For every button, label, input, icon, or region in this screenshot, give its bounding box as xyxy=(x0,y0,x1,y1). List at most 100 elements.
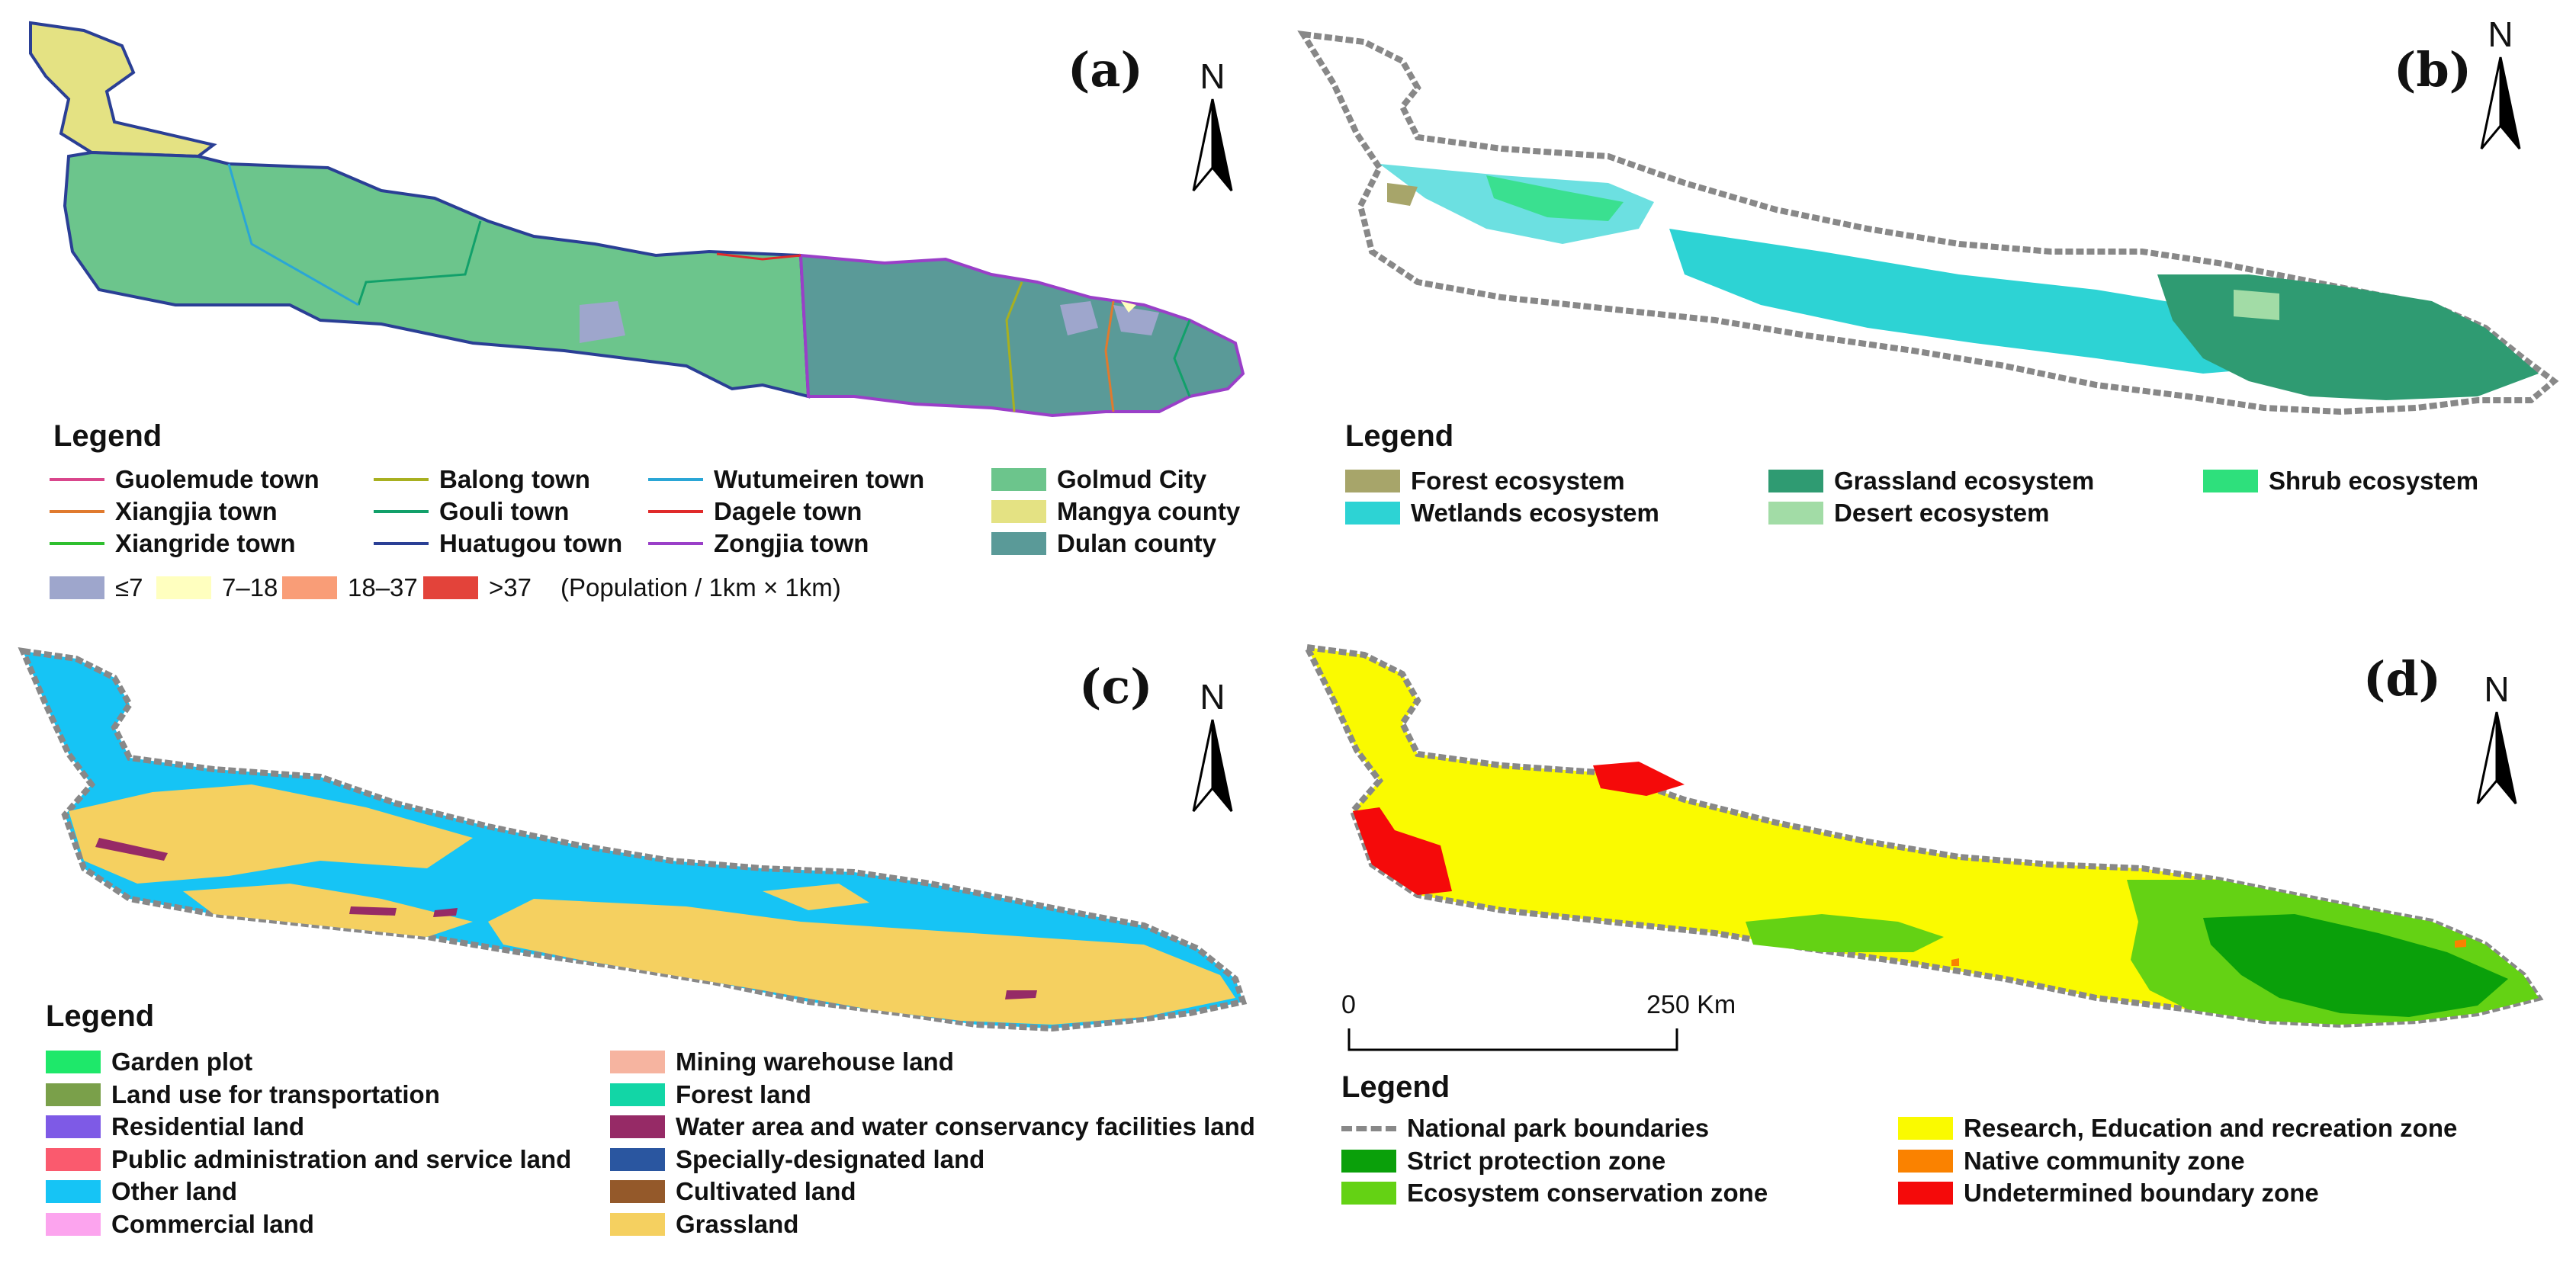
legend-fill-0: Golmud City xyxy=(991,465,1206,494)
legend-fill-0-label: Golmud City xyxy=(1057,465,1207,493)
legend-landuse-3-swatch xyxy=(46,1147,101,1171)
legend-landuse-0-swatch xyxy=(46,1051,101,1073)
legend-ecosystem-1-swatch xyxy=(1345,502,1400,525)
legend-landuse-6-label: Mining warehouse land xyxy=(676,1047,954,1076)
legend-landuse-5: Commercial land xyxy=(46,1210,314,1239)
legend-landuse-6-swatch xyxy=(610,1051,665,1073)
north-label: N xyxy=(2488,14,2513,54)
scale-bar: 0 250 Km xyxy=(1341,990,1738,1059)
map-zoning xyxy=(1302,643,2544,1028)
legend-landuse-11-label: Grassland xyxy=(676,1209,799,1238)
legend-landuse-6: Mining warehouse land xyxy=(610,1047,954,1076)
legend-line-7-swatch xyxy=(648,510,703,513)
legend-landuse-9-swatch xyxy=(610,1147,665,1171)
legend-landuse-2-swatch xyxy=(46,1115,101,1138)
legend-landuse-1-swatch xyxy=(46,1083,101,1106)
legend-landuse-9: Specially-designated land xyxy=(610,1145,984,1174)
legend-landuse-5-swatch xyxy=(46,1212,101,1236)
legend-zone-1: Strict protection zone xyxy=(1341,1147,1665,1176)
legend-landuse-9-label: Specially-designated land xyxy=(676,1144,985,1173)
legend-line-1: Xiangjia town xyxy=(50,497,278,526)
legend-ecosystem-4-label: Shrub ecosystem xyxy=(2269,467,2479,495)
legend-line-8-swatch xyxy=(648,542,703,545)
legend-line-8: Zongjia town xyxy=(648,529,869,558)
legend-landuse-7-label: Forest land xyxy=(676,1080,811,1108)
legend-line-8-label: Zongjia town xyxy=(714,529,869,557)
legend-fill-2: Dulan county xyxy=(991,529,1216,558)
population-unit: (Population / 1km × 1km) xyxy=(560,573,841,602)
map-ecosystem xyxy=(1297,30,2559,415)
legend-ecosystem-2-swatch xyxy=(1768,470,1823,492)
legend-line-1-label: Xiangjia town xyxy=(115,497,278,525)
legend-landuse-8-label: Water area and water conservancy facilit… xyxy=(676,1112,1255,1140)
north-arrow-icon xyxy=(2480,56,2521,149)
legend-landuse-10: Cultivated land xyxy=(610,1177,856,1206)
legend-population-1-swatch xyxy=(156,576,211,599)
legend-ecosystem-0-label: Forest ecosystem xyxy=(1411,467,1625,495)
legend-zone-3-label: Research, Education and recreation zone xyxy=(1964,1114,2458,1142)
legend-landuse-8-swatch xyxy=(610,1115,665,1138)
legend-ecosystem-2: Grassland ecosystem xyxy=(1768,467,2094,496)
legend-zone-2-label: Ecosystem conservation zone xyxy=(1407,1179,1768,1207)
panel-d-zoning-map: (d) N 0 250 Km Legend National park boun… xyxy=(1288,632,2576,1264)
legend-line-5-swatch xyxy=(374,542,429,545)
legend-line-0: Guolemude town xyxy=(50,465,320,494)
legend-ecosystem-3-label: Desert ecosystem xyxy=(1834,499,2050,527)
legend-landuse-10-swatch xyxy=(610,1180,665,1203)
legend-line-0-label: Guolemude town xyxy=(115,465,320,493)
legend-landuse-5-label: Commercial land xyxy=(111,1209,314,1238)
legend-ecosystem-1: Wetlands ecosystem xyxy=(1345,499,1659,528)
north-arrow: N xyxy=(1178,678,1247,819)
legend-landuse-0: Garden plot xyxy=(46,1047,252,1076)
legend-population-3-swatch xyxy=(423,576,478,599)
legend-line-4-label: Gouli town xyxy=(439,497,570,525)
legend-title: Legend xyxy=(1345,419,1454,453)
legend-landuse-10-label: Cultivated land xyxy=(676,1177,856,1205)
legend-landuse-11: Grassland xyxy=(610,1210,798,1239)
legend-population-2: 18–37 xyxy=(282,573,418,602)
legend-landuse-4-label: Other land xyxy=(111,1177,238,1205)
north-arrow: N xyxy=(1178,57,1247,198)
legend-population-0: ≤7 xyxy=(50,573,143,602)
legend-zone-3-swatch xyxy=(1898,1117,1953,1140)
panel-label: (b) xyxy=(2394,42,2472,98)
north-arrow-icon xyxy=(1192,719,1233,812)
legend-line-1-swatch xyxy=(50,510,104,513)
legend-line-6-label: Wutumeiren town xyxy=(714,465,925,493)
panel-a-administrative-map: (a) N Legend Guolemude town Xiangjia town… xyxy=(0,0,1288,632)
legend-landuse-4: Other land xyxy=(46,1177,237,1206)
legend-zone-2: Ecosystem conservation zone xyxy=(1341,1179,1768,1208)
legend-zone-1-swatch xyxy=(1341,1149,1396,1173)
legend-line-5: Huatugou town xyxy=(374,529,622,558)
legend-line-7-label: Dagele town xyxy=(714,497,862,525)
legend-population-3-label: >37 xyxy=(489,573,532,602)
panel-b-ecosystem-map: (b) N Legend Forest ecosystem Wetlands ec… xyxy=(1288,0,2576,632)
panel-c-landuse-map: (c) N Legend Garden plot Land use for tra… xyxy=(0,632,1288,1264)
legend-zone-0-label: National park boundaries xyxy=(1407,1114,1710,1142)
north-arrow-icon xyxy=(2476,711,2517,804)
legend-zone-3: Research, Education and recreation zone xyxy=(1898,1114,2457,1143)
legend-population-0-label: ≤7 xyxy=(115,573,143,602)
legend-line-3-swatch xyxy=(374,478,429,481)
legend-fill-2-label: Dulan county xyxy=(1057,529,1217,557)
legend-line-2-swatch xyxy=(50,542,104,545)
panel-label: (c) xyxy=(1079,659,1153,714)
panel-label: (a) xyxy=(1068,42,1143,98)
legend-ecosystem-3: Desert ecosystem xyxy=(1768,499,2050,528)
north-arrow: N xyxy=(2466,15,2535,156)
scale-bar-line xyxy=(1347,1028,1678,1051)
legend-fill-1-label: Mangya county xyxy=(1057,497,1241,525)
legend-line-7: Dagele town xyxy=(648,497,862,526)
legend-landuse-3-label: Public administration and service land xyxy=(111,1144,572,1173)
legend-zone-2-swatch xyxy=(1341,1182,1396,1205)
legend-title: Legend xyxy=(1341,1070,1450,1104)
legend-line-2-label: Xiangride town xyxy=(115,529,296,557)
legend-title: Legend xyxy=(46,999,155,1033)
legend-title: Legend xyxy=(53,419,162,453)
legend-line-6: Wutumeiren town xyxy=(648,465,924,494)
legend-line-4: Gouli town xyxy=(374,497,569,526)
legend-landuse-7: Forest land xyxy=(610,1080,811,1109)
legend-fill-0-swatch xyxy=(991,468,1046,491)
legend-landuse-1: Land use for transportation xyxy=(46,1080,440,1109)
map-landuse xyxy=(18,647,1248,1032)
